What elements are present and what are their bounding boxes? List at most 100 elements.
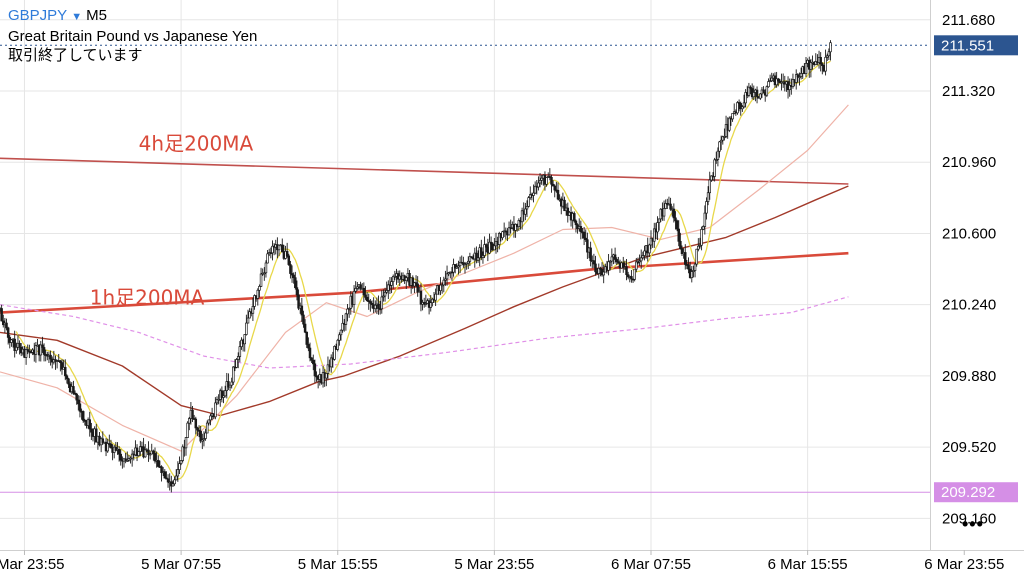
y-tick-label: 209.880 [942, 368, 996, 385]
candle-body [737, 102, 741, 104]
candle-body [649, 237, 653, 246]
candle-body [281, 244, 284, 253]
candle-body [73, 392, 77, 395]
candle-body [755, 89, 759, 97]
candle-body [457, 265, 460, 268]
candle-body [228, 384, 232, 388]
candle-body [455, 266, 459, 269]
candle-body [715, 159, 718, 161]
instrument-description: Great Britain Pound vs Japanese Yen [8, 28, 258, 45]
candle-body [507, 227, 511, 236]
candle-body [524, 208, 527, 215]
candle-body [126, 459, 129, 462]
candle-body [527, 197, 530, 207]
candle-body [271, 245, 274, 254]
candle-body [124, 458, 127, 461]
candle-body [657, 218, 661, 223]
symbol-label[interactable]: GBPJPY [8, 7, 68, 24]
candle-body [72, 386, 75, 394]
candle-body [77, 399, 80, 405]
candle-body [749, 86, 752, 89]
candle-body [380, 296, 384, 310]
candle-body [174, 475, 178, 481]
candle-body [739, 103, 742, 110]
candle-body [310, 357, 313, 361]
candle-body [194, 418, 198, 429]
candle-body [75, 393, 78, 401]
chevron-down-icon[interactable]: ▼ [71, 11, 83, 23]
candle-body [6, 327, 10, 338]
candle-body [481, 255, 485, 258]
symbol-row[interactable]: GBPJPY ▼ M5 [8, 6, 257, 27]
candle-body [489, 241, 493, 245]
candle-body [615, 259, 618, 263]
candle-body [148, 453, 152, 456]
candle-body [798, 76, 801, 78]
candle-body [556, 189, 560, 200]
candle-body [238, 346, 242, 357]
candle-body [341, 322, 344, 331]
candle-body [416, 283, 419, 293]
candle-body [81, 411, 85, 421]
x-tick-label: 5 Mar 07:55 [141, 556, 221, 573]
candle-body [718, 141, 721, 152]
candle-body [95, 428, 98, 443]
candle-body [163, 471, 167, 479]
candle-body [160, 466, 163, 474]
candle-body [39, 344, 43, 356]
candle-body [308, 347, 312, 359]
candle-body [762, 89, 765, 94]
candle-body [215, 399, 219, 404]
candle-body [385, 290, 388, 293]
candle-body [525, 206, 529, 210]
candle-body [648, 244, 651, 254]
level-price-tag-label: 209.292 [941, 484, 995, 501]
candle-body [484, 244, 488, 248]
candle-body [608, 260, 612, 263]
candle-body [129, 457, 132, 460]
candle-body [13, 338, 16, 351]
candle-body [475, 252, 478, 261]
candle-body [307, 344, 310, 349]
candle-body [173, 479, 176, 485]
more-options-icon[interactable]: ••• [962, 514, 984, 534]
candle-body [540, 177, 543, 181]
candle-body [626, 274, 630, 278]
x-tick-label: 5 Mar 15:55 [298, 556, 378, 573]
candle-body [794, 74, 798, 83]
candle-body [359, 284, 362, 289]
candle-body [232, 366, 235, 383]
chart-header: GBPJPY ▼ M5 Great Britain Pound vs Japanes… [8, 6, 257, 65]
candle-body [329, 357, 333, 368]
candle-body [143, 449, 147, 458]
candle-body [106, 443, 109, 452]
candle-body [584, 237, 587, 241]
timeframe-label[interactable]: M5 [86, 7, 107, 24]
candle-body [393, 275, 397, 278]
candle-body [302, 314, 305, 325]
candle-body [137, 451, 140, 456]
candle-body [209, 415, 212, 421]
candle-body [550, 177, 553, 185]
candle-body [259, 273, 263, 287]
candle-body [468, 256, 472, 262]
candle-body [819, 57, 822, 65]
candle-body [777, 78, 780, 82]
candle-body [264, 262, 268, 274]
candle-body [656, 222, 659, 233]
candle-body [176, 469, 180, 477]
candle-body [59, 360, 62, 363]
candle-body [245, 322, 248, 335]
candle-body [533, 185, 537, 194]
price-tags: 211.551 209.292 [934, 35, 1018, 503]
ma-line-fast [15, 60, 831, 480]
candle-body [630, 276, 633, 280]
y-tick-label: 209.160 [942, 510, 996, 527]
candle-body [434, 293, 437, 301]
candle-body [723, 136, 726, 138]
candle-body [829, 42, 832, 53]
candle-body [178, 463, 181, 470]
candle-body [263, 272, 266, 275]
